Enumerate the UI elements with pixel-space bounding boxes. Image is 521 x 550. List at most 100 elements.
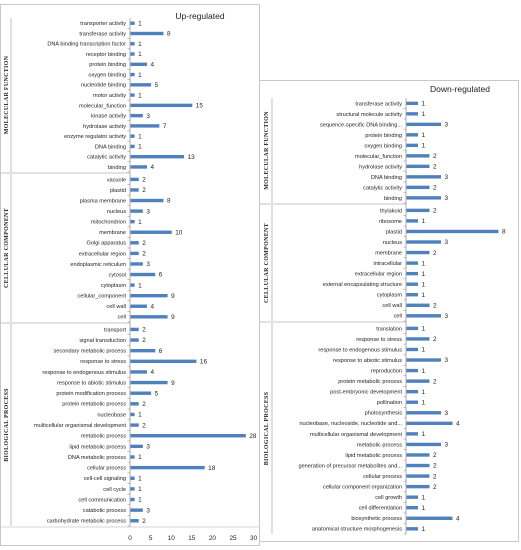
down-category-label: cell differentiation <box>359 506 402 512</box>
up-category-label: oxygen binding <box>88 72 126 78</box>
down-bar <box>406 326 418 331</box>
down-bar <box>406 303 430 307</box>
down-value-label: 2 <box>433 185 437 192</box>
up-bar <box>130 455 135 459</box>
up-bar <box>130 434 246 438</box>
up-bar <box>130 209 143 213</box>
down-category-label: ribosome <box>379 219 402 225</box>
up-value-label: 2 <box>142 337 146 344</box>
down-value-label: 8 <box>502 229 506 236</box>
down-value-label: 1 <box>422 111 426 118</box>
up-bar <box>130 465 205 470</box>
down-bar <box>406 347 418 352</box>
down-bar <box>406 282 418 286</box>
down-value-label: 3 <box>445 313 449 320</box>
up-category-label: cell cycle <box>103 487 126 493</box>
up-category-label: plasma membrane <box>80 198 126 204</box>
up-value-label: 1 <box>138 282 142 289</box>
down-value-label: 1 <box>422 260 426 267</box>
up-value-label: 1 <box>138 72 142 79</box>
down-category-label: pollination <box>377 400 402 406</box>
down-group-label: BIOLOGICAL PROCESS <box>264 391 270 465</box>
up-x-tick-label: 5 <box>149 535 153 542</box>
down-category-label: hydrolase activity <box>359 164 402 170</box>
up-bar <box>130 198 164 203</box>
down-value-label: 1 <box>422 132 426 139</box>
down-category-label: protein metabolic process <box>338 379 402 385</box>
down-value-label: 2 <box>433 463 437 470</box>
up-group-label: MOLECULAR FUNCTION <box>4 55 10 134</box>
up-bar <box>130 241 139 245</box>
down-value-label: 2 <box>433 302 437 309</box>
down-bar <box>406 154 430 158</box>
up-value-label: 5 <box>155 82 159 89</box>
up-bar <box>130 444 143 449</box>
down-bar <box>406 400 418 404</box>
up-bar <box>130 124 160 128</box>
down-bar <box>406 112 418 116</box>
down-bar <box>406 208 430 213</box>
up-value-label: 1 <box>138 20 142 27</box>
down-category-label: external encapsulating structure <box>323 282 402 288</box>
up-category-label: nucleus <box>107 209 126 215</box>
down-value-label: 1 <box>422 347 426 354</box>
down-value-label: 3 <box>445 174 449 181</box>
up-category-label: catabolic process <box>83 508 126 514</box>
up-bar <box>130 113 143 118</box>
up-value-label: 1 <box>138 144 142 151</box>
up-value-label: 9 <box>171 314 175 321</box>
down-category-label: generation of precursor metabolites and.… <box>298 463 402 469</box>
down-category-label: nucleus <box>383 240 402 246</box>
up-category-label: cytoplasm <box>101 283 127 289</box>
down-category-label: anatomical structure morphogenesis <box>312 527 402 533</box>
up-bar <box>130 359 197 364</box>
down-value-label: 1 <box>422 292 426 299</box>
down-value-label: 1 <box>422 431 426 438</box>
up-category-label: DNA metabolic process <box>68 455 126 461</box>
down-value-label: 1 <box>422 326 426 333</box>
up-group-label: CELLULAR COMPONENT <box>4 208 10 288</box>
down-category-label: protein binding <box>365 133 402 139</box>
up-category-label: Golgi apparatus <box>87 241 127 247</box>
up-category-label: lipid metabolic process <box>69 444 126 450</box>
up-value-label: 2 <box>142 327 146 334</box>
up-bar <box>130 188 139 192</box>
down-value-label: 2 <box>433 164 437 171</box>
up-bar <box>130 293 168 298</box>
up-category-label: molecular_function <box>79 103 126 109</box>
up-value-label: 3 <box>146 261 150 268</box>
down-category-label: intracellular <box>373 261 402 267</box>
down-category-label: membrane <box>375 250 402 256</box>
up-bar <box>130 304 147 308</box>
up-category-label: endoplasmic reticulum <box>70 262 126 268</box>
down-category-label: response to endogenous stimulus <box>318 347 402 353</box>
up-category-label: vacuole <box>107 177 126 183</box>
up-value-label: 2 <box>142 518 146 525</box>
up-category-label: DNA binding <box>95 144 126 150</box>
down-category-label: structural molecule activity <box>336 112 402 118</box>
up-value-label: 1 <box>138 486 142 493</box>
down-category-label: biosynthetic process <box>351 516 402 522</box>
up-value-label: 2 <box>142 187 146 194</box>
down-value-label: 2 <box>433 336 437 343</box>
down-bar <box>406 229 499 234</box>
up-bar <box>130 402 139 406</box>
down-category-label: binding <box>384 196 402 202</box>
down-bar <box>406 463 430 468</box>
down-category-label: response to abiotic stimulus <box>333 358 402 364</box>
up-bar <box>130 380 168 385</box>
up-bar <box>130 42 135 46</box>
up-category-label: cell-cell signaling <box>84 476 126 482</box>
up-category-label: DNA binding transcription factor <box>47 42 126 48</box>
down-chart-frame <box>259 80 519 542</box>
up-value-label: 1 <box>138 92 142 99</box>
down-bar <box>406 516 453 520</box>
down-value-label: 3 <box>445 195 449 202</box>
down-bar <box>406 133 418 137</box>
up-value-label: 3 <box>146 507 150 514</box>
up-category-label: protein modification process <box>56 391 126 397</box>
down-value-label: 2 <box>433 378 437 385</box>
up-value-label: 8 <box>167 31 171 38</box>
up-value-label: 2 <box>142 422 146 429</box>
